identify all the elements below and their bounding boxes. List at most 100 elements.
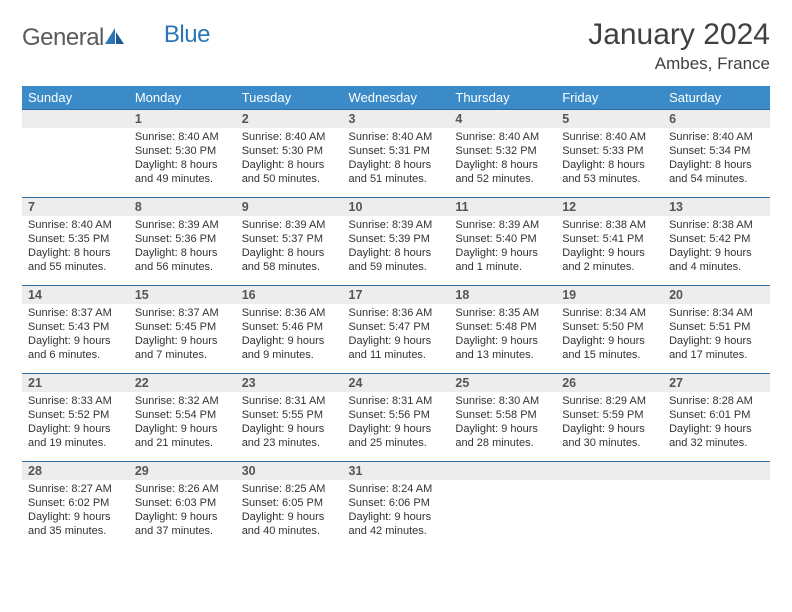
day-number-bar: 30 [236,461,343,480]
sunset-line: Sunset: 5:30 PM [135,144,230,158]
sunset-line: Sunset: 5:46 PM [242,320,337,334]
day-number-bar: 21 [22,373,129,392]
calendar-cell [663,461,770,549]
day-number-bar-empty [22,109,129,128]
daylight-line: Daylight: 8 hours and 49 minutes. [135,158,230,186]
sunrise-line: Sunrise: 8:31 AM [242,394,337,408]
calendar-cell [556,461,663,549]
sunset-line: Sunset: 5:54 PM [135,408,230,422]
calendar-cell: 5Sunrise: 8:40 AMSunset: 5:33 PMDaylight… [556,109,663,197]
daylight-line: Daylight: 8 hours and 50 minutes. [242,158,337,186]
daylight-line: Daylight: 9 hours and 23 minutes. [242,422,337,450]
sunrise-line: Sunrise: 8:40 AM [242,130,337,144]
calendar-cell: 10Sunrise: 8:39 AMSunset: 5:39 PMDayligh… [343,197,450,285]
daylight-line: Daylight: 9 hours and 42 minutes. [349,510,444,538]
weekday-header: Wednesday [343,86,450,109]
sunset-line: Sunset: 5:52 PM [28,408,123,422]
day-number-bar: 8 [129,197,236,216]
sunset-line: Sunset: 5:55 PM [242,408,337,422]
daylight-line: Daylight: 9 hours and 15 minutes. [562,334,657,362]
sunrise-line: Sunrise: 8:30 AM [455,394,550,408]
day-number-bar: 1 [129,109,236,128]
sunrise-line: Sunrise: 8:35 AM [455,306,550,320]
sunrise-line: Sunrise: 8:39 AM [242,218,337,232]
calendar-cell: 23Sunrise: 8:31 AMSunset: 5:55 PMDayligh… [236,373,343,461]
sunrise-line: Sunrise: 8:39 AM [135,218,230,232]
day-details: Sunrise: 8:40 AMSunset: 5:30 PMDaylight:… [236,128,343,188]
calendar-body: 1Sunrise: 8:40 AMSunset: 5:30 PMDaylight… [22,109,770,549]
calendar-cell: 8Sunrise: 8:39 AMSunset: 5:36 PMDaylight… [129,197,236,285]
day-details: Sunrise: 8:24 AMSunset: 6:06 PMDaylight:… [343,480,450,540]
day-details: Sunrise: 8:34 AMSunset: 5:51 PMDaylight:… [663,304,770,364]
sunrise-line: Sunrise: 8:36 AM [242,306,337,320]
sunrise-line: Sunrise: 8:40 AM [28,218,123,232]
calendar-cell: 24Sunrise: 8:31 AMSunset: 5:56 PMDayligh… [343,373,450,461]
calendar-cell: 18Sunrise: 8:35 AMSunset: 5:48 PMDayligh… [449,285,556,373]
sunset-line: Sunset: 5:34 PM [669,144,764,158]
calendar-cell: 27Sunrise: 8:28 AMSunset: 6:01 PMDayligh… [663,373,770,461]
day-details: Sunrise: 8:34 AMSunset: 5:50 PMDaylight:… [556,304,663,364]
sunset-line: Sunset: 5:47 PM [349,320,444,334]
day-details: Sunrise: 8:38 AMSunset: 5:41 PMDaylight:… [556,216,663,276]
day-details: Sunrise: 8:40 AMSunset: 5:30 PMDaylight:… [129,128,236,188]
day-details: Sunrise: 8:39 AMSunset: 5:39 PMDaylight:… [343,216,450,276]
day-details: Sunrise: 8:26 AMSunset: 6:03 PMDaylight:… [129,480,236,540]
weekday-header: Tuesday [236,86,343,109]
calendar-cell: 6Sunrise: 8:40 AMSunset: 5:34 PMDaylight… [663,109,770,197]
calendar-cell: 22Sunrise: 8:32 AMSunset: 5:54 PMDayligh… [129,373,236,461]
day-details: Sunrise: 8:30 AMSunset: 5:58 PMDaylight:… [449,392,556,452]
day-number-bar: 7 [22,197,129,216]
weekday-header: Monday [129,86,236,109]
calendar-cell: 13Sunrise: 8:38 AMSunset: 5:42 PMDayligh… [663,197,770,285]
sunset-line: Sunset: 5:42 PM [669,232,764,246]
daylight-line: Daylight: 8 hours and 59 minutes. [349,246,444,274]
daylight-line: Daylight: 9 hours and 7 minutes. [135,334,230,362]
daylight-line: Daylight: 9 hours and 19 minutes. [28,422,123,450]
sail-icon [104,26,126,51]
daylight-line: Daylight: 9 hours and 11 minutes. [349,334,444,362]
day-number-bar: 27 [663,373,770,392]
day-number-bar: 3 [343,109,450,128]
sunset-line: Sunset: 5:31 PM [349,144,444,158]
day-details: Sunrise: 8:27 AMSunset: 6:02 PMDaylight:… [22,480,129,540]
sunset-line: Sunset: 6:02 PM [28,496,123,510]
sunset-line: Sunset: 5:59 PM [562,408,657,422]
sunset-line: Sunset: 6:01 PM [669,408,764,422]
daylight-line: Daylight: 9 hours and 13 minutes. [455,334,550,362]
calendar-row: 28Sunrise: 8:27 AMSunset: 6:02 PMDayligh… [22,461,770,549]
day-number-bar: 22 [129,373,236,392]
sunrise-line: Sunrise: 8:31 AM [349,394,444,408]
day-details: Sunrise: 8:39 AMSunset: 5:36 PMDaylight:… [129,216,236,276]
month-title: January 2024 [588,18,770,52]
daylight-line: Daylight: 9 hours and 17 minutes. [669,334,764,362]
sunrise-line: Sunrise: 8:40 AM [455,130,550,144]
sunset-line: Sunset: 5:33 PM [562,144,657,158]
day-number-bar: 13 [663,197,770,216]
calendar-cell: 15Sunrise: 8:37 AMSunset: 5:45 PMDayligh… [129,285,236,373]
daylight-line: Daylight: 8 hours and 55 minutes. [28,246,123,274]
day-number-bar-empty [449,461,556,480]
day-number-bar: 6 [663,109,770,128]
calendar-cell: 16Sunrise: 8:36 AMSunset: 5:46 PMDayligh… [236,285,343,373]
daylight-line: Daylight: 8 hours and 51 minutes. [349,158,444,186]
day-number-bar: 24 [343,373,450,392]
sunrise-line: Sunrise: 8:37 AM [28,306,123,320]
weekday-header: Thursday [449,86,556,109]
sunrise-line: Sunrise: 8:27 AM [28,482,123,496]
daylight-line: Daylight: 9 hours and 40 minutes. [242,510,337,538]
sunset-line: Sunset: 5:50 PM [562,320,657,334]
daylight-line: Daylight: 9 hours and 21 minutes. [135,422,230,450]
sunrise-line: Sunrise: 8:26 AM [135,482,230,496]
calendar-row: 21Sunrise: 8:33 AMSunset: 5:52 PMDayligh… [22,373,770,461]
day-number-bar: 31 [343,461,450,480]
sunrise-line: Sunrise: 8:38 AM [669,218,764,232]
sunset-line: Sunset: 5:45 PM [135,320,230,334]
day-number-bar: 26 [556,373,663,392]
day-number-bar: 16 [236,285,343,304]
sunset-line: Sunset: 5:37 PM [242,232,337,246]
daylight-line: Daylight: 9 hours and 32 minutes. [669,422,764,450]
sunrise-line: Sunrise: 8:25 AM [242,482,337,496]
calendar-cell [449,461,556,549]
sunrise-line: Sunrise: 8:29 AM [562,394,657,408]
day-details: Sunrise: 8:35 AMSunset: 5:48 PMDaylight:… [449,304,556,364]
